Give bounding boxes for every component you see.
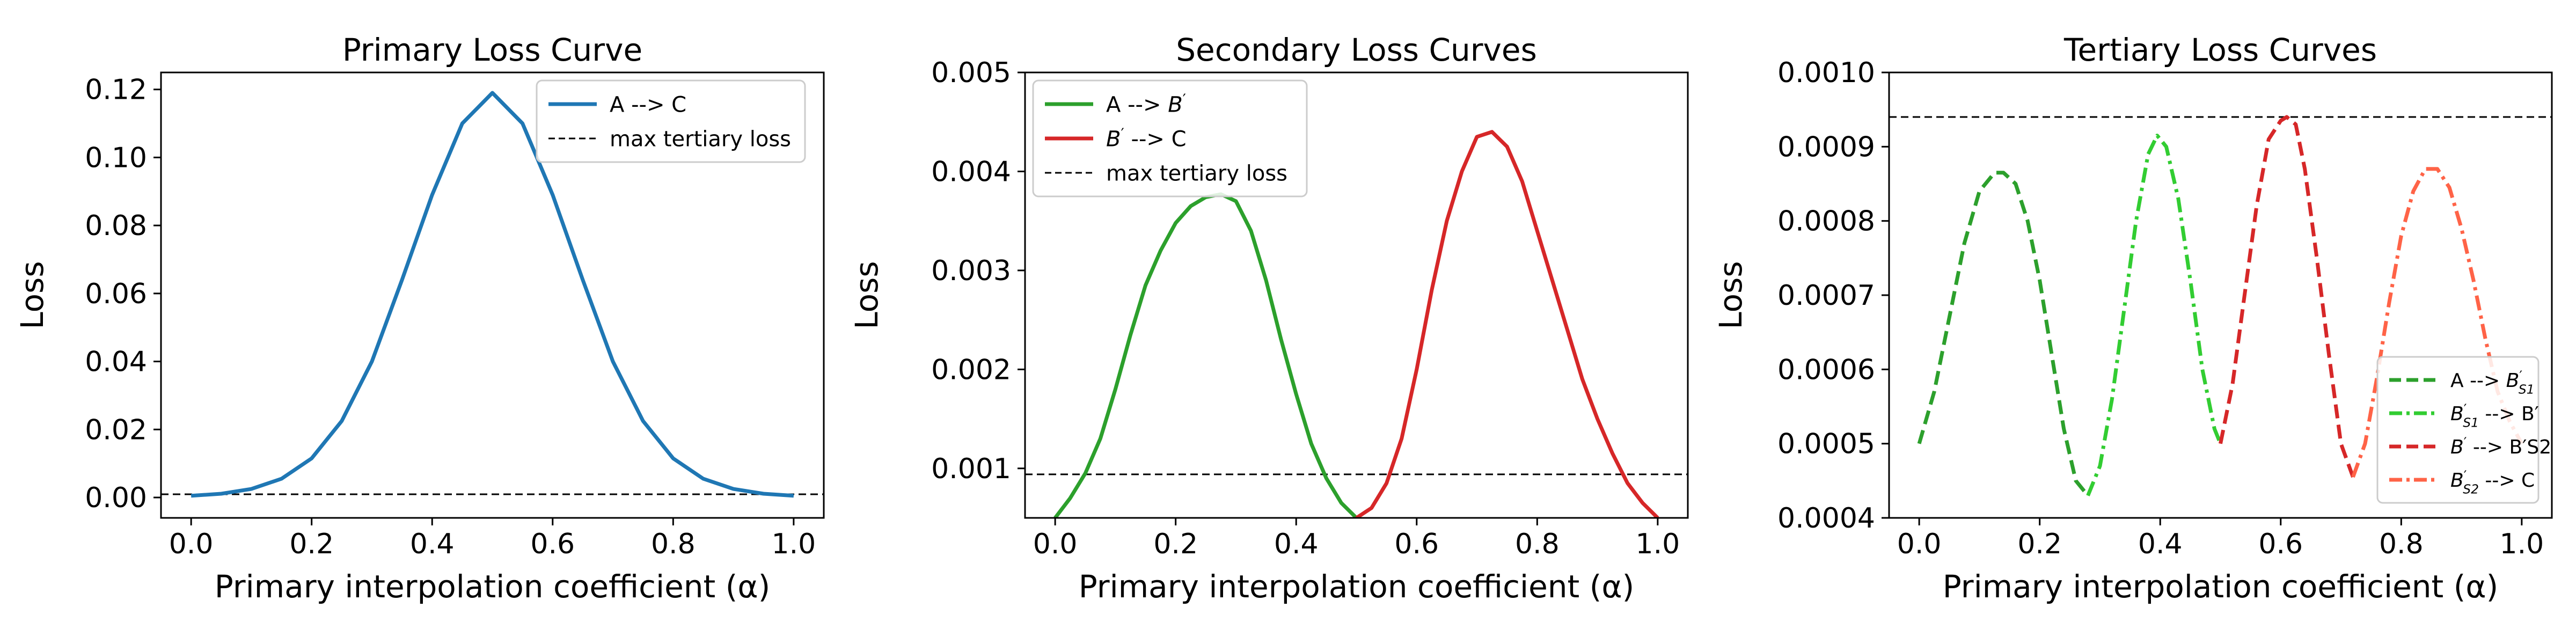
y-tick-label: 0.0009 [1777, 131, 1875, 163]
legend-label: A --> B′ S1 [2450, 368, 2535, 397]
x-tick-label: 0.6 [1394, 528, 1439, 560]
x-tick-label: 1.0 [1636, 528, 1680, 560]
legend-label: max tertiary loss [1106, 161, 1287, 186]
legend-box [2376, 356, 2540, 504]
y-tick-label: 0.0008 [1777, 206, 1875, 238]
x-tick-label: 0.2 [289, 528, 334, 560]
y-tick-label: 0.002 [931, 354, 1011, 386]
x-tick-label: 0.2 [2017, 528, 2062, 560]
series-line-2 [1355, 130, 1659, 518]
x-tick-label: 0.4 [410, 528, 455, 560]
x-tick-label: 0.8 [2379, 528, 2424, 560]
y-tick-label: 0.001 [931, 453, 1011, 485]
x-tick-label: 0.0 [1033, 528, 1078, 560]
x-tick-label: 0.6 [530, 528, 575, 560]
y-tick-label: 0.004 [931, 156, 1011, 188]
legend-label: B′ S1 --> B′ [2450, 401, 2539, 430]
legend-label: B′ --> C [1106, 125, 1187, 151]
chart-panel-3: Tertiary Loss Curves 0.0 0.2 0.4 0.6 0.8 1.0 0.… [1713, 32, 2553, 605]
y-tick-label: 0.0005 [1777, 428, 1875, 460]
x-tick-label: 0.4 [1274, 528, 1319, 560]
y-tick-label: 0.00 [85, 482, 147, 514]
x-tick-label: 0.0 [169, 528, 214, 560]
legend-box [1032, 79, 1308, 197]
y-tick-label: 0.04 [85, 346, 147, 378]
series-line-2 [2086, 134, 2222, 496]
x-axis-label: Primary interpolation coefficient (α) [1079, 568, 1634, 605]
y-tick-label: 0.0010 [1777, 57, 1875, 89]
x-tick-label: 0.4 [2138, 528, 2183, 560]
y-tick-label: 0.005 [931, 57, 1011, 89]
legend-box [536, 79, 806, 163]
x-axis-label: Primary interpolation coefficient (α) [1943, 568, 2498, 605]
legend-label: A --> C [610, 92, 686, 117]
chart-title: Primary Loss Curve [342, 32, 642, 68]
y-tick-label: 0.0007 [1777, 280, 1875, 312]
x-tick-label: 1.0 [2500, 528, 2544, 560]
y-tick-label: 0.06 [85, 278, 147, 310]
x-tick-label: 0.6 [2258, 528, 2303, 560]
chart-title: Tertiary Loss Curves [2063, 32, 2377, 68]
x-tick-label: 0.2 [1153, 528, 1198, 560]
y-tick-label: 0.0006 [1777, 354, 1875, 386]
series-line-1 [1917, 171, 2090, 497]
y-tick-label: 0.08 [85, 210, 147, 242]
series-line-1 [1053, 192, 1358, 518]
axes-frame [1024, 71, 1689, 519]
x-tick-label: 0.8 [651, 528, 696, 560]
x-axis-label: Primary interpolation coefficient (α) [215, 568, 770, 605]
legend-label: max tertiary loss [610, 127, 791, 151]
x-tick-label: 0.0 [1897, 528, 1942, 560]
legend-label: B′ --> B′S2 [2450, 434, 2551, 458]
x-tick-label: 1.0 [772, 528, 816, 560]
chart-title: Secondary Loss Curves [1176, 32, 1537, 68]
series-line-1 [191, 91, 794, 498]
x-tick-label: 0.8 [1515, 528, 1560, 560]
legend-label: A --> B′ [1106, 90, 1186, 117]
y-tick-label: 0.02 [85, 414, 147, 446]
y-tick-label: 0.003 [931, 255, 1011, 287]
chart-panel-2: Secondary Loss Curves 0.0 0.2 0.4 0.6 0.8 1.0 0… [848, 32, 1689, 605]
y-axis-label: Loss [848, 261, 885, 329]
axes-frame [160, 71, 825, 519]
y-axis-label: Loss [14, 261, 50, 329]
y-tick-label: 0.0004 [1777, 502, 1875, 535]
chart-panel-1: Primary Loss Curve 0.0 0.2 0.4 0.6 0.8 1.0 0.00… [14, 32, 825, 605]
legend: A --> B′ S1 B′ S1 --> B′ B′ --> B′S2 B′ S2 -->… [2376, 356, 2551, 504]
legend-label: B′ S2 --> C [2450, 467, 2535, 496]
series-line-3 [2219, 115, 2355, 478]
plot-area [161, 91, 824, 498]
y-tick-label: 0.10 [85, 142, 147, 174]
y-axis-label: Loss [1713, 261, 1749, 329]
y-tick-label: 0.12 [85, 74, 147, 106]
legend: A --> C max tertiary loss [536, 79, 806, 163]
legend: A --> B′ B′ --> C max tertiary loss [1032, 79, 1308, 197]
